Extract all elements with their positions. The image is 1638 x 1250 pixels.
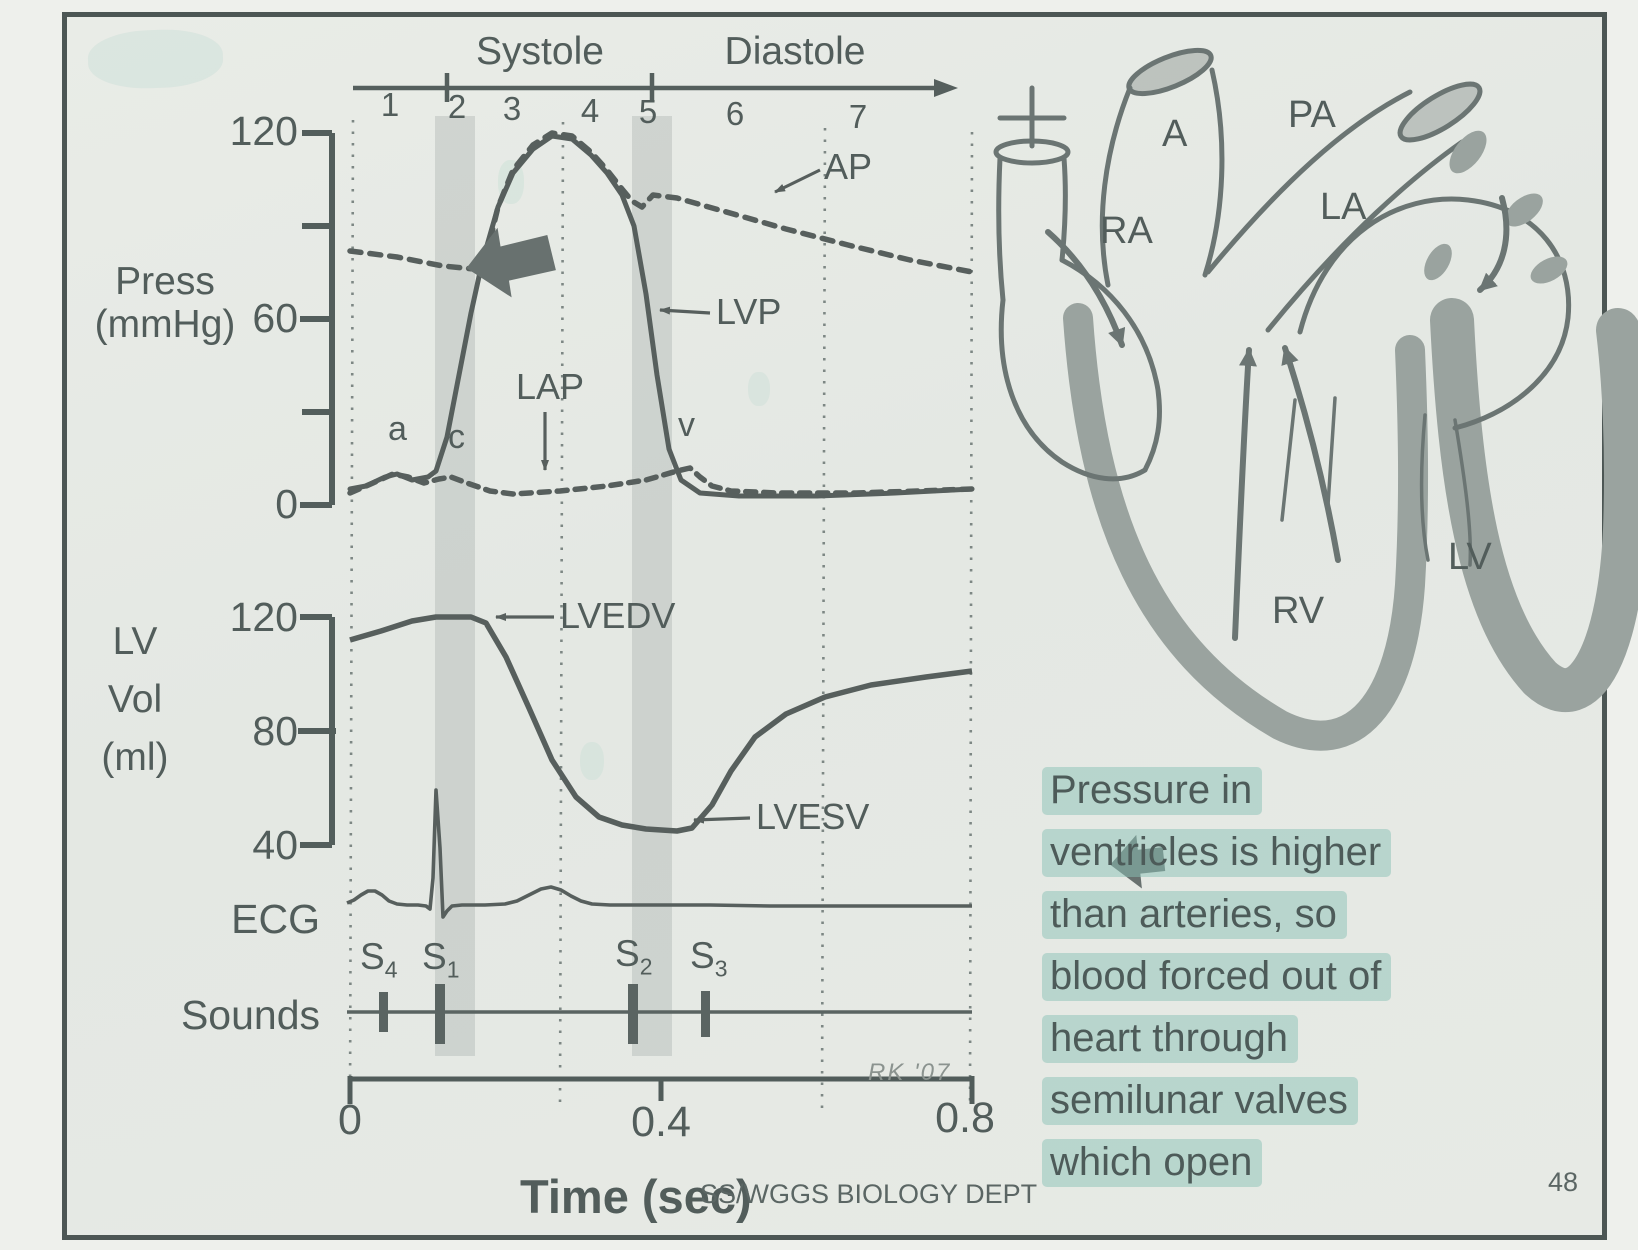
ap-curve bbox=[347, 130, 975, 275]
right-ventricle-label: RV bbox=[1272, 590, 1325, 632]
volume-axis-title-3: (ml) bbox=[101, 736, 169, 779]
left-atrium-label: LA bbox=[1320, 186, 1367, 228]
annotation-note: Pressure in ventricles is higher than ar… bbox=[1042, 760, 1617, 1194]
note-line: which open bbox=[1042, 1132, 1617, 1193]
a-wave-label: a bbox=[388, 410, 407, 448]
pressure-axis-title-1: Press bbox=[115, 260, 215, 303]
volume-axis-title-2: Vol bbox=[107, 678, 163, 721]
s1-label: S1 bbox=[422, 936, 460, 983]
volume-axis-title-1: LV bbox=[112, 620, 158, 663]
note-line: semilunar valves bbox=[1042, 1070, 1617, 1131]
note-line: than arteries, so bbox=[1042, 884, 1617, 945]
rv-wall bbox=[1063, 303, 1429, 751]
pressure-tick-60: 60 bbox=[252, 295, 298, 341]
volume-tick-80: 80 bbox=[252, 708, 298, 754]
artist-signature: RK '07 bbox=[868, 1059, 952, 1086]
s3-subscript: 3 bbox=[714, 955, 728, 982]
lap-curve bbox=[347, 465, 975, 497]
blood-flow-arrows bbox=[1045, 195, 1510, 641]
phase-7-label: 7 bbox=[848, 98, 868, 135]
diastole-label: Diastole bbox=[724, 30, 866, 73]
pressure-axis-title-2: (mmHg) bbox=[94, 303, 236, 346]
c-wave-label: c bbox=[448, 418, 465, 456]
phase-5-label: 5 bbox=[638, 93, 658, 130]
time-axis bbox=[347, 1076, 975, 1104]
phase-4-label: 4 bbox=[580, 92, 600, 129]
right-atrium-label: RA bbox=[1100, 210, 1153, 252]
phase-dotted-lines bbox=[348, 119, 974, 1109]
volume-tick-120: 120 bbox=[229, 594, 298, 640]
heart-figure bbox=[993, 47, 1638, 751]
cycle-period-bracket bbox=[353, 73, 958, 102]
s2-subscript: 2 bbox=[639, 953, 653, 980]
left-atrium-outline bbox=[1297, 130, 1572, 431]
time-tick-08: 0.8 bbox=[935, 1094, 995, 1142]
note-line: heart through bbox=[1042, 1008, 1617, 1069]
note-line: ventricles is higher bbox=[1042, 822, 1617, 883]
pressure-tick-0: 0 bbox=[275, 481, 298, 527]
note-line: blood forced out of bbox=[1042, 946, 1617, 1007]
volume-axis bbox=[298, 614, 336, 848]
left-ventricle-label: LV bbox=[1448, 536, 1492, 578]
s4-subscript: 4 bbox=[384, 956, 398, 983]
ecg-trace bbox=[346, 788, 972, 919]
s1-subscript: 1 bbox=[446, 956, 460, 983]
page-number: 48 bbox=[1548, 1167, 1579, 1197]
systole-label: Systole bbox=[476, 30, 604, 73]
chordae-lines bbox=[1280, 396, 1473, 567]
phase-2-label: 2 bbox=[447, 88, 467, 125]
lvedv-annotation: LVEDV bbox=[560, 595, 676, 636]
time-tick-0: 0 bbox=[338, 1096, 362, 1144]
time-tick-04: 0.4 bbox=[631, 1098, 691, 1146]
pressure-axis bbox=[300, 130, 335, 508]
ap-annotation: AP bbox=[824, 146, 873, 187]
aorta-label: A bbox=[1162, 113, 1188, 155]
phase-3-label: 3 bbox=[502, 90, 522, 127]
lv-wall bbox=[1430, 298, 1638, 712]
time-axis-title: Time (sec) bbox=[520, 1170, 752, 1223]
aorta-outline bbox=[1099, 47, 1225, 288]
vena-cava bbox=[993, 85, 1071, 303]
slide-frame bbox=[62, 12, 1607, 1240]
note-line: Pressure in bbox=[1042, 760, 1617, 821]
s2-label: S2 bbox=[615, 933, 653, 980]
lvp-annotation: LVP bbox=[716, 291, 782, 332]
pressure-curves bbox=[347, 130, 975, 499]
volume-tick-40: 40 bbox=[252, 822, 298, 868]
pulmonary-artery-label: PA bbox=[1288, 94, 1336, 136]
lap-annotation: LAP bbox=[516, 366, 585, 407]
lvesv-annotation: LVESV bbox=[756, 796, 870, 837]
s3-label: S3 bbox=[690, 935, 728, 982]
phase-6-label: 6 bbox=[725, 95, 745, 132]
pressure-annotation-arrows bbox=[541, 168, 821, 471]
s4-label: S4 bbox=[360, 936, 398, 983]
phase-bands bbox=[435, 116, 672, 1056]
pulmonary-artery-outline bbox=[1205, 81, 1483, 333]
valve-open-arrow-icon bbox=[466, 227, 556, 298]
sounds-label: Sounds bbox=[180, 992, 320, 1038]
volume-annotation-arrows bbox=[495, 613, 751, 824]
footer-dept-text: SS/WGGS BIOLOGY DEPT bbox=[700, 1179, 1038, 1209]
phase-1-label: 1 bbox=[380, 86, 400, 123]
pressure-tick-120: 120 bbox=[229, 108, 298, 154]
sounds-track bbox=[347, 984, 972, 1044]
v-wave-label: v bbox=[678, 406, 695, 444]
ecg-label: ECG bbox=[231, 896, 320, 942]
lv-volume-curve bbox=[349, 614, 973, 834]
right-atrium-outline bbox=[998, 257, 1162, 482]
